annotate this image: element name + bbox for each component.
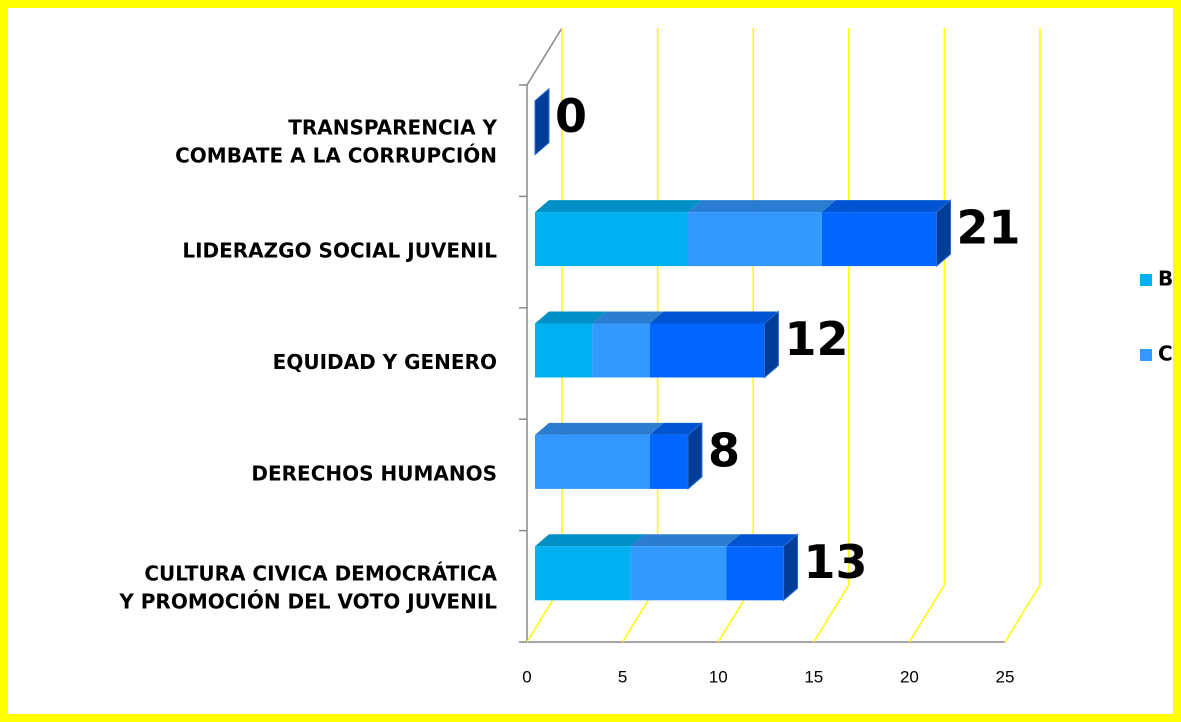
bar-top: [649, 422, 702, 435]
total-label: 13: [804, 535, 868, 589]
bar-segment: [726, 546, 784, 601]
grid-line: [1004, 28, 1041, 643]
bar-top: [726, 534, 798, 547]
bar-end: [534, 87, 550, 156]
bar-top: [630, 534, 741, 547]
total-label: 12: [784, 312, 848, 366]
bar-segment: [649, 434, 688, 489]
bar-end: [687, 421, 703, 490]
bar-end: [763, 310, 779, 379]
bar-top: [535, 534, 645, 547]
bar-segment: [592, 323, 650, 378]
legend-label: B: [1158, 267, 1173, 291]
bar-segment: [535, 434, 650, 489]
bar-segment: [535, 212, 688, 267]
category-label-line: COMBATE A LA CORRUPCIÓN: [175, 143, 497, 167]
bar-segment: [535, 546, 631, 601]
total-label: 21: [957, 201, 1021, 255]
bar-segment: [535, 323, 593, 378]
x-tick-label: 5: [618, 667, 627, 686]
bar-top: [535, 422, 664, 435]
x-tick-label: 0: [522, 667, 531, 686]
category-label: DERECHOS HUMANOS: [251, 461, 497, 485]
bar-end: [783, 533, 799, 602]
bar-top: [592, 311, 664, 324]
category-label: LIDERAZGO SOCIAL JUVENIL: [182, 239, 497, 263]
bar-top: [687, 200, 836, 213]
legend-swatch: [1140, 274, 1152, 286]
total-label: 8: [708, 423, 740, 477]
x-tick-label: 20: [900, 667, 919, 686]
category-label-line: Y PROMOCIÓN DEL VOTO JUVENIL: [118, 589, 497, 613]
category-label: CULTURA CIVICA DEMOCRÁTICA Y PROMOCIÓN DE…: [118, 561, 497, 613]
bar-end: [936, 199, 952, 268]
x-tick-label: 10: [709, 667, 728, 686]
bar-top: [535, 200, 702, 213]
category-label: TRANSPARENCIA Y COMBATE A LA CORRUPCIÓN: [175, 115, 497, 167]
category-label: EQUIDAD Y GENERO: [273, 350, 497, 374]
category-label-line: TRANSPARENCIA Y: [288, 115, 497, 139]
bar-top: [535, 311, 607, 324]
bar-segment: [630, 546, 727, 601]
total-label: 0: [555, 89, 587, 143]
bar-segment: [821, 212, 937, 267]
bar-segment: [687, 212, 822, 267]
bar-segment: [649, 323, 765, 378]
bar-top: [649, 311, 779, 324]
legend-swatch: [1140, 349, 1152, 361]
x-tick-label: 15: [804, 667, 823, 686]
x-tick-label: 25: [996, 667, 1015, 686]
legend-label: C: [1158, 342, 1173, 366]
category-label-line: CULTURA CIVICA DEMOCRÁTICA: [144, 561, 497, 585]
bar-top: [821, 200, 951, 213]
